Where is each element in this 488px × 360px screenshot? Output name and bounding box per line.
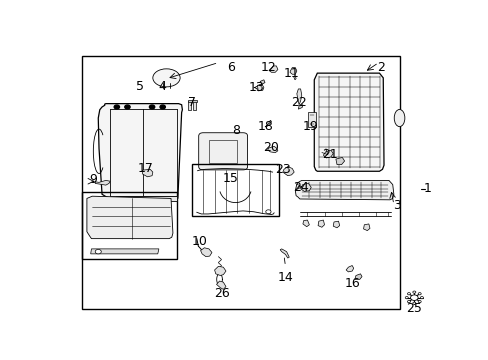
Ellipse shape	[153, 69, 180, 87]
Text: 23: 23	[275, 163, 290, 176]
Circle shape	[407, 301, 409, 303]
Bar	[82, 56, 400, 309]
Polygon shape	[363, 224, 369, 231]
Ellipse shape	[393, 109, 404, 127]
Text: 18: 18	[257, 120, 273, 133]
Circle shape	[412, 291, 415, 293]
Bar	[82, 192, 176, 260]
Bar	[192, 100, 196, 102]
Polygon shape	[346, 266, 353, 272]
Bar	[187, 100, 192, 102]
Polygon shape	[257, 84, 264, 91]
Circle shape	[417, 293, 420, 295]
Text: 1: 1	[423, 182, 431, 195]
Polygon shape	[300, 183, 311, 192]
Text: 4: 4	[159, 80, 166, 93]
Circle shape	[410, 295, 417, 301]
Circle shape	[407, 293, 409, 295]
Text: 25: 25	[406, 302, 422, 315]
Text: 26: 26	[214, 287, 229, 300]
Text: 13: 13	[248, 81, 264, 94]
Polygon shape	[335, 157, 344, 165]
Polygon shape	[116, 195, 176, 201]
Polygon shape	[260, 80, 264, 84]
Text: 9: 9	[89, 173, 97, 186]
Polygon shape	[87, 196, 173, 239]
Text: 5: 5	[135, 80, 143, 93]
Polygon shape	[323, 150, 332, 158]
Circle shape	[124, 105, 130, 109]
Text: 6: 6	[226, 61, 234, 74]
Bar	[307, 112, 315, 127]
Polygon shape	[295, 180, 393, 200]
Circle shape	[417, 301, 420, 303]
Polygon shape	[296, 89, 301, 105]
Bar	[188, 102, 191, 110]
Text: 19: 19	[302, 120, 318, 134]
Text: 21: 21	[321, 148, 337, 161]
FancyBboxPatch shape	[198, 133, 247, 170]
Circle shape	[95, 249, 101, 254]
Polygon shape	[269, 66, 277, 72]
Polygon shape	[282, 167, 294, 176]
Text: 10: 10	[191, 235, 207, 248]
Circle shape	[265, 210, 270, 214]
Text: 22: 22	[291, 96, 306, 109]
Circle shape	[412, 302, 415, 304]
Polygon shape	[289, 68, 296, 74]
Polygon shape	[302, 220, 309, 227]
Text: 17: 17	[137, 162, 153, 175]
Circle shape	[420, 297, 423, 299]
Polygon shape	[317, 220, 324, 227]
Circle shape	[149, 105, 154, 109]
Polygon shape	[293, 76, 296, 80]
Polygon shape	[314, 73, 383, 171]
Text: 2: 2	[377, 61, 385, 74]
Text: 7: 7	[187, 96, 196, 109]
Polygon shape	[354, 274, 361, 279]
Polygon shape	[332, 221, 339, 228]
Polygon shape	[267, 146, 277, 153]
Text: 24: 24	[292, 181, 308, 194]
Text: 8: 8	[232, 124, 240, 137]
Polygon shape	[298, 105, 302, 109]
Polygon shape	[95, 180, 110, 185]
Polygon shape	[90, 249, 159, 254]
Circle shape	[405, 297, 407, 299]
Polygon shape	[280, 249, 289, 258]
Bar	[208, 140, 237, 163]
Polygon shape	[200, 248, 211, 257]
Text: 15: 15	[223, 172, 238, 185]
Polygon shape	[264, 120, 271, 127]
Text: 20: 20	[263, 141, 279, 154]
Text: 11: 11	[283, 67, 299, 80]
Bar	[193, 102, 196, 110]
Circle shape	[160, 105, 165, 109]
Polygon shape	[142, 169, 153, 177]
Polygon shape	[216, 281, 225, 289]
Circle shape	[114, 105, 119, 109]
Polygon shape	[98, 104, 182, 202]
Text: 16: 16	[344, 278, 359, 291]
Polygon shape	[214, 266, 225, 275]
Text: 12: 12	[261, 61, 276, 74]
Text: 14: 14	[277, 270, 293, 284]
Text: 3: 3	[392, 199, 400, 212]
Bar	[191, 164, 279, 216]
